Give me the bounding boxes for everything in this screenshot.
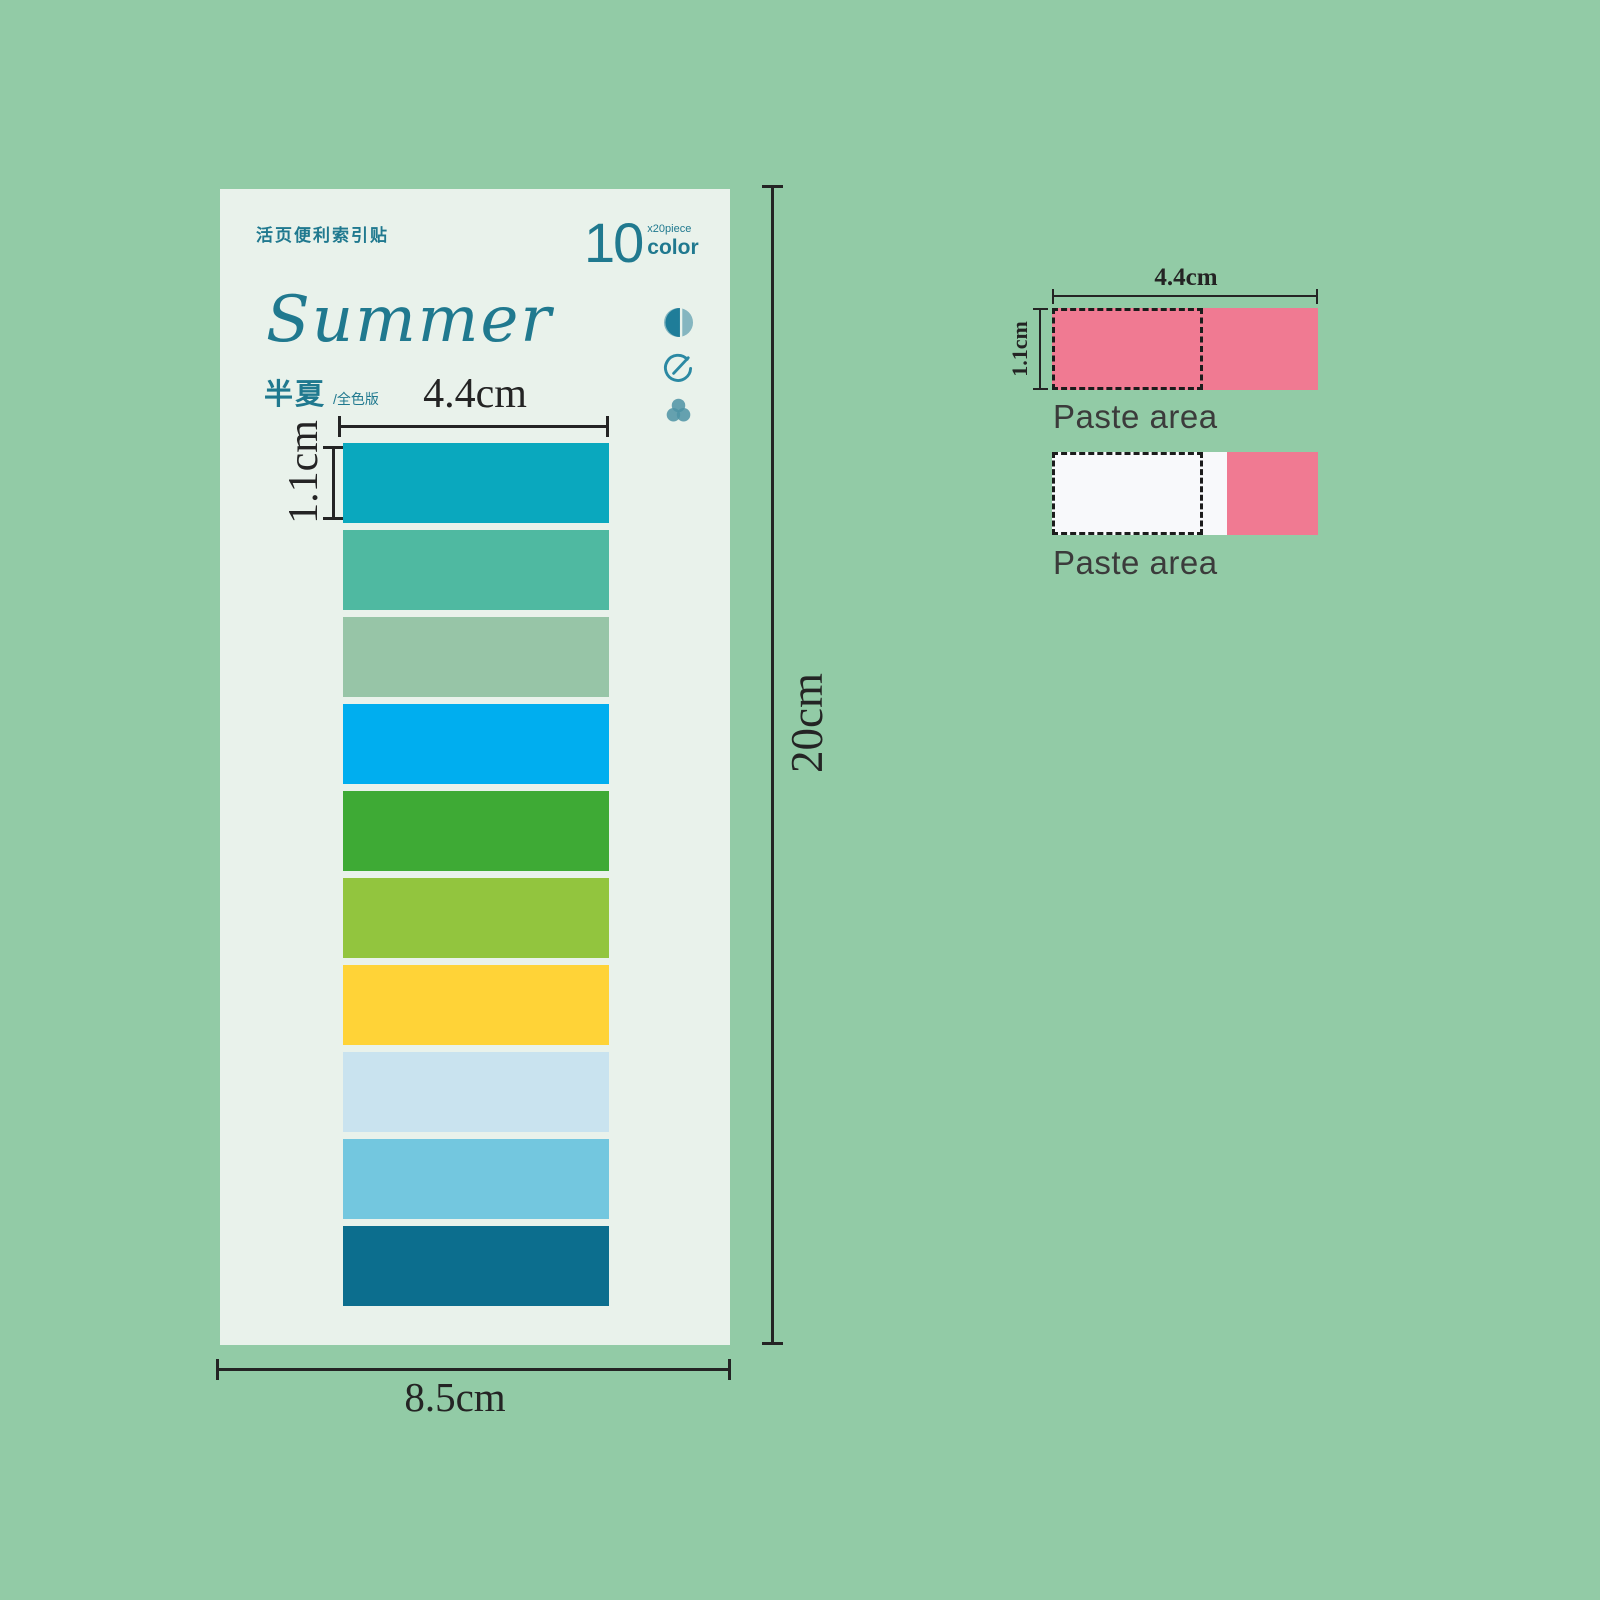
- swatch-pale-blue: [343, 1052, 609, 1132]
- swatch-teal-cyan: [343, 443, 609, 523]
- paste-area-label-top: Paste area: [1053, 398, 1218, 435]
- swatch-sea-green: [343, 530, 609, 610]
- diagram-height-dimension-line: [1033, 308, 1048, 390]
- swatch-sky-blue: [343, 1139, 609, 1219]
- count-number: 10: [584, 211, 644, 274]
- sheet-height-dimension-line: [762, 185, 783, 1345]
- swatch-yellow: [343, 965, 609, 1045]
- diagram-width-label: 4.4cm: [1154, 264, 1218, 291]
- diagram-height-label: 1.1cm: [1007, 321, 1032, 377]
- feature-icons: [662, 307, 694, 424]
- sheet-width-dimension-line: [216, 1359, 731, 1380]
- swatch-lime-green: [343, 878, 609, 958]
- product-subtitle: 半夏 /全色版: [264, 371, 379, 413]
- product-chinese-name: 活页便利索引贴: [256, 226, 389, 245]
- write-icon: [663, 352, 694, 383]
- product-title: Summer: [266, 283, 553, 357]
- count-color-label: color: [647, 236, 699, 260]
- tab-height-label: 1.1cm: [281, 420, 327, 524]
- tab-height-dimension-line: [323, 446, 344, 520]
- subtitle-note: /全色版: [333, 391, 379, 407]
- swatch-azure-blue: [343, 704, 609, 784]
- diagram-width-dimension-line: [1052, 289, 1318, 304]
- subtitle-chinese: 半夏: [264, 379, 327, 411]
- sheet-height-label: 20cm: [782, 673, 832, 773]
- swatch-green: [343, 791, 609, 871]
- contrast-icon: [663, 307, 694, 338]
- paste-area-outline-bottom: [1052, 452, 1203, 535]
- tab-back-strip: [1052, 452, 1318, 535]
- color-mix-icon: [665, 397, 692, 424]
- color-count-badge: 10 x20piece color: [584, 215, 699, 271]
- sheet-width-label: 8.5cm: [404, 1374, 506, 1420]
- tab-back-pink-tip: [1227, 452, 1318, 535]
- count-piece-label: x20piece: [647, 223, 692, 235]
- tab-width-dimension-line: [338, 416, 609, 437]
- paste-area-label-bottom: Paste area: [1053, 544, 1218, 581]
- tab-front-strip: [1052, 308, 1318, 390]
- swatch-stack: [343, 443, 609, 1306]
- swatch-sage-green: [343, 617, 609, 697]
- product-card: 活页便利索引贴 10 x20piece color Summer 半夏 /全色版: [220, 189, 730, 1345]
- paste-area-outline-top: [1052, 308, 1203, 390]
- swatch-dark-teal: [343, 1226, 609, 1306]
- tab-width-label: 4.4cm: [423, 371, 527, 417]
